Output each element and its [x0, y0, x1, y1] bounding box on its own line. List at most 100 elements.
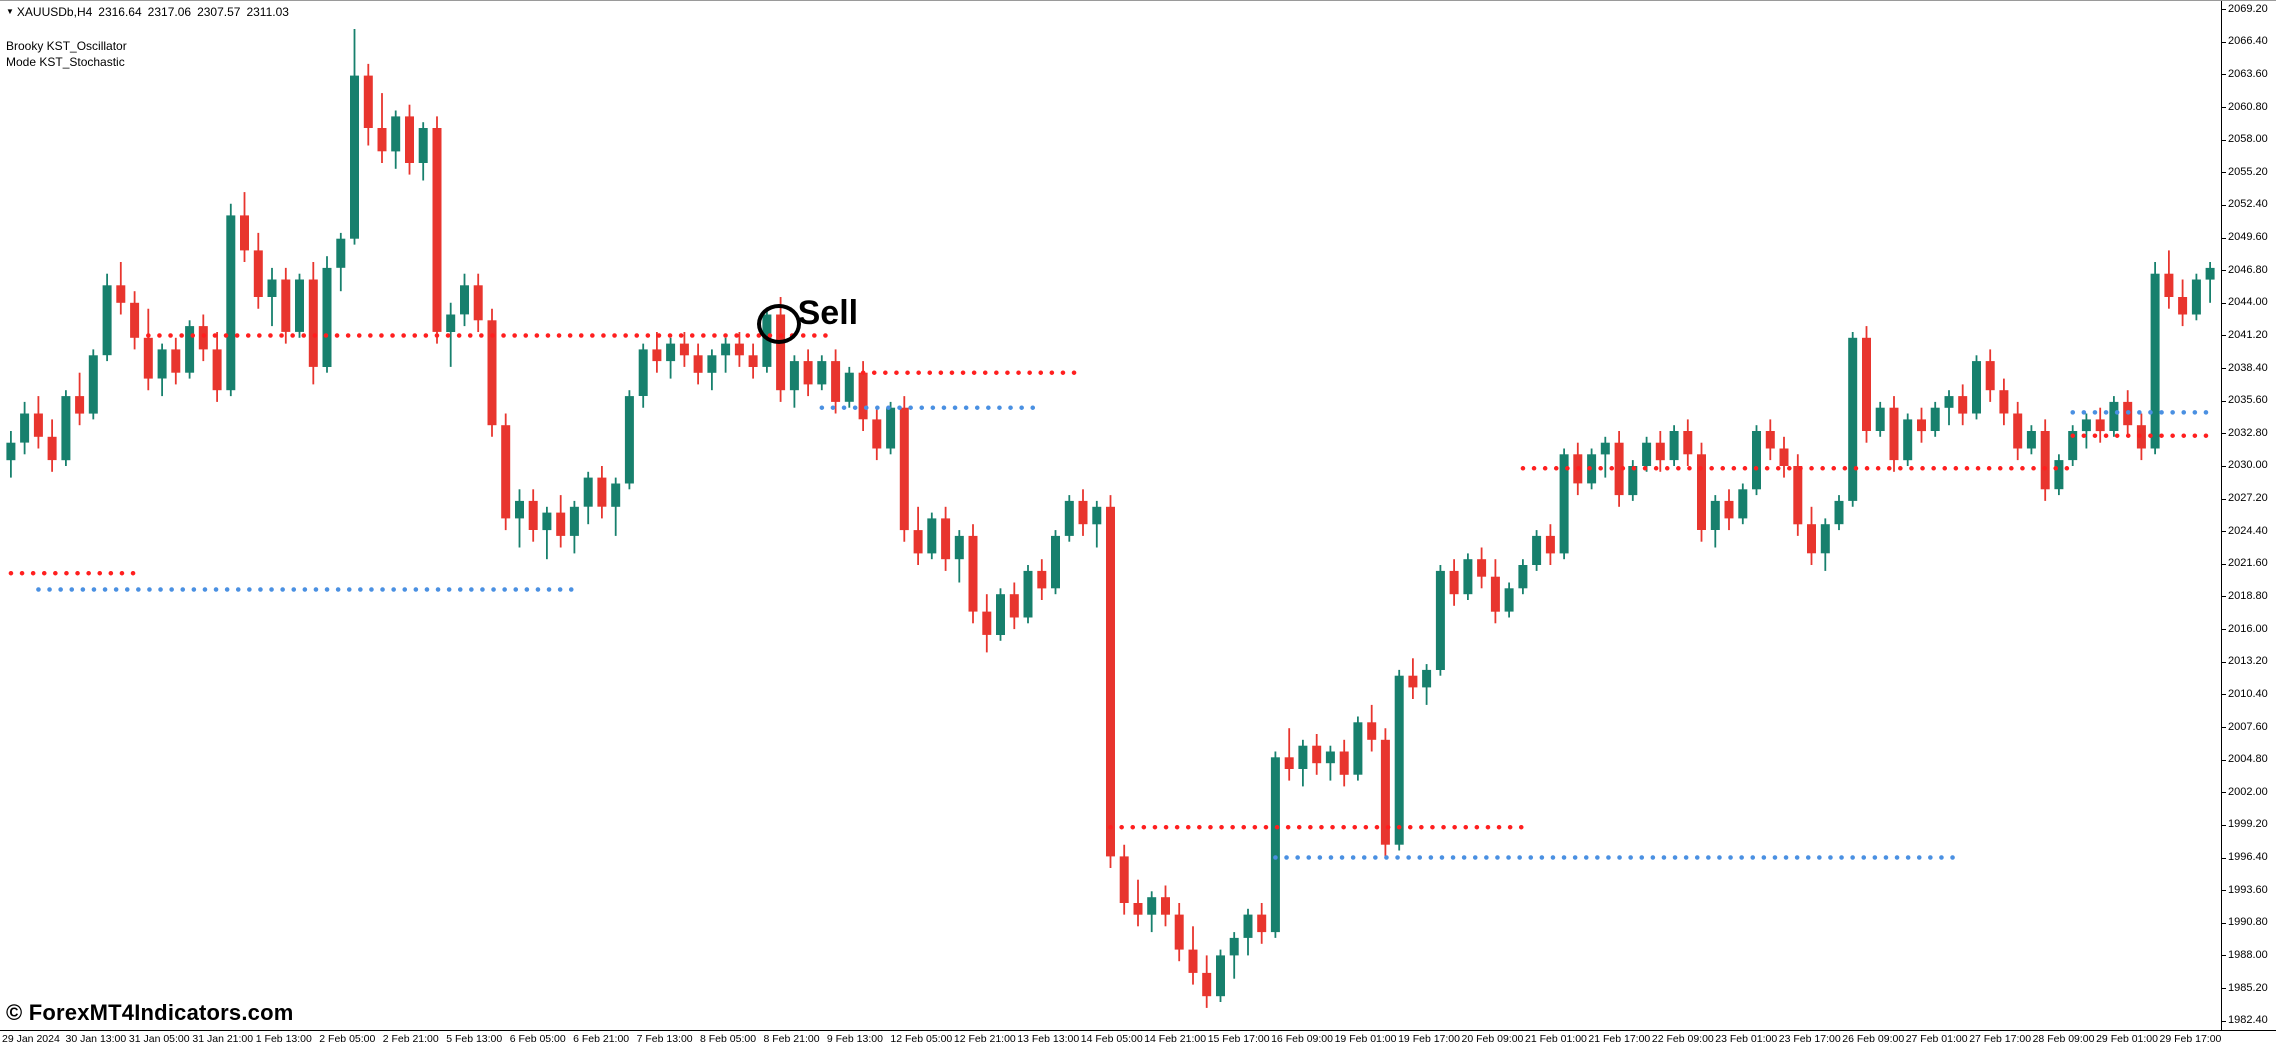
bear-candle-body [652, 349, 662, 362]
bear-candle-body [1765, 431, 1775, 449]
bear-candle-body [143, 337, 153, 379]
bear-candle-body [831, 361, 841, 402]
bull-candle-body [1752, 431, 1761, 490]
price-tick-label: 2060.80 [2228, 100, 2268, 113]
bear-candle-body [1889, 407, 1899, 461]
time-tick-label: 7 Feb 13:00 [636, 1033, 693, 1045]
price-tick-label: 2055.20 [2228, 165, 2268, 178]
bear-candle-body [281, 279, 291, 332]
bear-candle-body [899, 407, 909, 531]
price-tick-mark [2222, 270, 2226, 271]
price-tick-mark [2222, 42, 2226, 43]
bear-candle-body [1793, 466, 1803, 525]
bull-candle-body [102, 285, 112, 356]
bull-candle-body [2109, 401, 2119, 431]
time-axis[interactable]: 29 Jan 2024 30 Jan 13:00 31 Jan 05:00 31 Ja… [0, 1030, 2276, 1045]
price-axis[interactable]: 2069.20 2066.40 2063.60 2060.80 2058.00 2055.… [2222, 1, 2276, 1030]
bull-candle-body [2150, 273, 2160, 449]
ohlc-close-value: 2311.03 [246, 5, 289, 19]
time-tick-label: 5 Feb 13:00 [446, 1033, 503, 1045]
time-tick-label: 31 Jan 21:00 [192, 1033, 254, 1045]
bull-candle-body [446, 314, 456, 332]
time-tick-label: 6 Feb 05:00 [509, 1033, 566, 1045]
bear-candle-body [528, 500, 538, 530]
bull-candle-body [638, 349, 648, 396]
price-tick-label: 1996.40 [2228, 851, 2268, 864]
price-tick-mark [2222, 890, 2226, 891]
bull-candle-body [418, 128, 428, 163]
bear-candle-body [597, 477, 607, 507]
bear-candle-body [858, 372, 868, 420]
bear-candle-body [1490, 576, 1500, 612]
price-tick-label: 2024.40 [2228, 524, 2268, 537]
price-tick-label: 2013.20 [2228, 655, 2268, 668]
bear-candle-body [1697, 454, 1706, 530]
time-tick-label: 15 Feb 17:00 [1207, 1033, 1270, 1045]
bear-candle-body [240, 215, 249, 251]
price-tick-mark [2222, 205, 2226, 206]
bull-candle-body [762, 314, 772, 367]
bull-candle-body [1903, 419, 1913, 461]
bear-candle-body [1119, 856, 1129, 903]
bull-candle-body [1504, 588, 1514, 612]
price-tick-mark [2222, 629, 2226, 630]
bull-candle-body [322, 267, 332, 367]
price-tick-label: 2032.80 [2228, 426, 2268, 439]
bull-candle-body [1216, 955, 1225, 997]
indicator-name-label: Brooky KST_Oscillator [6, 39, 127, 53]
bear-candle-body [913, 530, 923, 554]
price-tick-label: 2066.40 [2228, 35, 2268, 48]
price-tick-mark [2222, 760, 2226, 761]
bear-candle-body [1367, 722, 1377, 740]
bear-candle-body [872, 419, 882, 449]
time-tick-label: 23 Feb 01:00 [1715, 1033, 1778, 1045]
bull-candle-body [1270, 757, 1280, 933]
bull-candle-body [1463, 559, 1473, 595]
price-tick-label: 2018.80 [2228, 589, 2268, 602]
bear-candle-body [116, 285, 126, 303]
bull-candle-body [1848, 337, 1858, 501]
bull-candle-body [844, 372, 854, 402]
price-tick-label: 2027.20 [2228, 492, 2268, 505]
watermark: © ForexMT4Indicators.com [6, 1000, 294, 1025]
price-tick-mark [2222, 466, 2226, 467]
price-tick-mark [2222, 499, 2226, 500]
price-tick-mark [2222, 694, 2226, 695]
bear-candle-body [734, 343, 744, 356]
bear-candle-body [1037, 570, 1047, 589]
bull-candle-body [1669, 431, 1679, 461]
bear-candle-body [501, 425, 511, 519]
bear-candle-body [1917, 419, 1926, 432]
bear-candle-body [1862, 337, 1871, 431]
price-tick-label: 2052.40 [2228, 198, 2268, 211]
price-tick-mark [2222, 955, 2226, 956]
bear-candle-body [693, 355, 703, 373]
time-tick-label: 21 Feb 01:00 [1525, 1033, 1587, 1045]
price-tick-label: 1985.20 [2228, 981, 2268, 994]
bear-candle-body [1188, 949, 1198, 973]
price-tick-mark [2222, 335, 2226, 336]
time-tick-label: 9 Feb 13:00 [826, 1033, 883, 1045]
bull-candle-body [336, 238, 346, 268]
bull-candle-body [624, 396, 634, 484]
time-tick-label: 29 Feb 17:00 [2159, 1033, 2222, 1045]
bear-candle-body [1257, 914, 1267, 933]
bull-candle-body [1972, 361, 1981, 414]
bull-candle-body [6, 442, 16, 461]
bull-candle-body [460, 285, 469, 315]
bull-candle-body [1820, 524, 1830, 554]
bear-candle-body [33, 413, 43, 437]
time-tick-label: 20 Feb 09:00 [1461, 1033, 1524, 1045]
bear-candle-body [473, 285, 483, 321]
price-tick-label: 2007.60 [2228, 720, 2268, 733]
time-tick-label: 13 Feb 13:00 [1017, 1033, 1080, 1045]
chart-plot-area[interactable]: ▼ XAUUSDb,H4 2316.64 2317.06 2307.57 2311.03 … [0, 1, 2222, 1030]
price-tick-mark [2222, 303, 2226, 304]
bull-candle-body [583, 477, 593, 507]
bear-candle-body [803, 361, 813, 385]
time-tick-label: 23 Feb 17:00 [1778, 1033, 1841, 1045]
price-tick-mark [2222, 1021, 2226, 1022]
bear-candle-body [253, 250, 263, 297]
bull-candle-body [185, 326, 195, 373]
bear-candle-body [308, 279, 318, 367]
